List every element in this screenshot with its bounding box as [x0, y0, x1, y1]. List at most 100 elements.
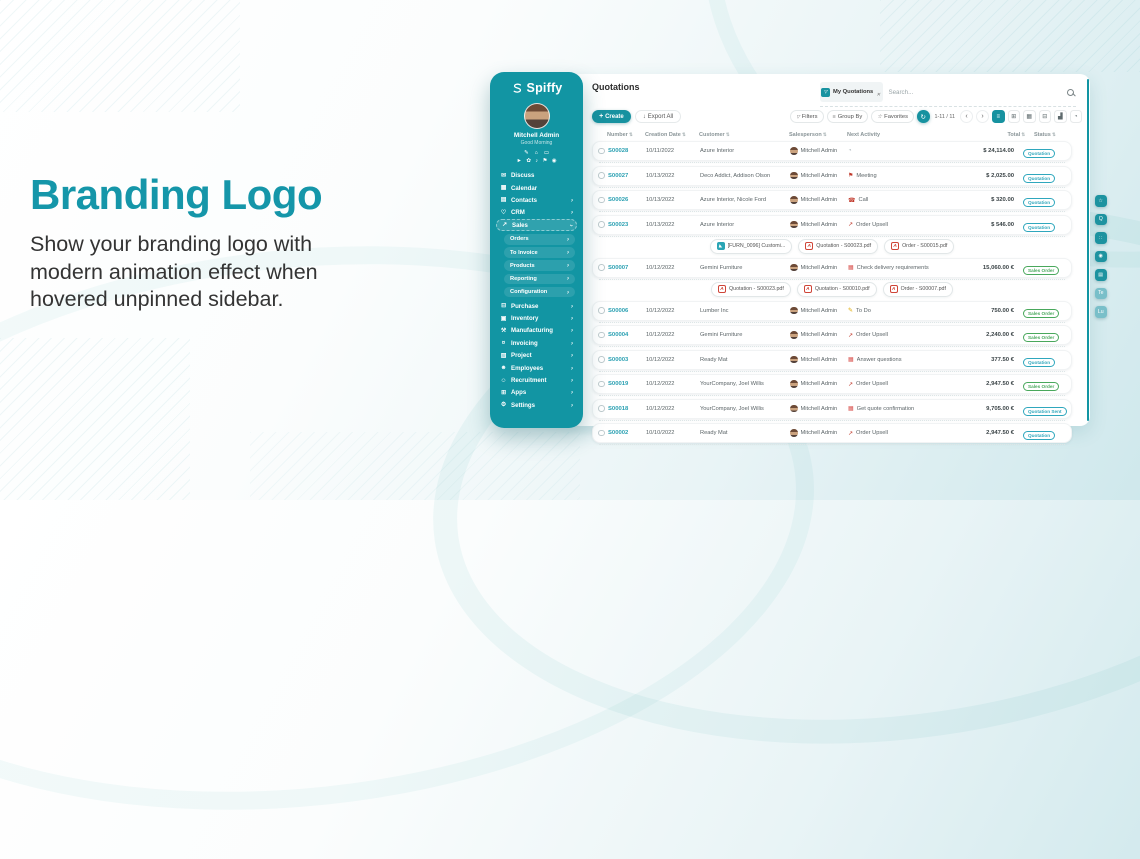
sidebar-subitem-products[interactable]: Products [504, 260, 575, 272]
group-by-button[interactable]: Group By [826, 110, 869, 123]
quotation-number[interactable]: S00006 [608, 307, 629, 314]
notes-icon[interactable]: ✎ [524, 150, 529, 156]
location-icon[interactable]: ◉ [551, 157, 557, 164]
home-icon[interactable]: ⌂ [534, 150, 538, 156]
column-header-salesperson[interactable]: Salesperson [789, 132, 845, 138]
kanban-view-button[interactable]: ⊞ [1007, 110, 1020, 123]
column-header-next-activity[interactable]: Next Activity [847, 131, 881, 138]
quotation-number[interactable]: S00023 [608, 221, 629, 228]
pivot-view-button[interactable]: ⊟ [1038, 110, 1051, 123]
table-row[interactable]: S00027 10/13/2022 Deco Addict, Addison Ols… [592, 165, 1072, 188]
next-activity-cell[interactable]: ↗ Order Upsell [848, 332, 976, 339]
attachment-chip[interactable]: Quotation - S00023.pdf [798, 238, 879, 254]
table-row[interactable]: S00023 10/13/2022 Azure Interior Mitchell A… [592, 214, 1072, 237]
refresh-button[interactable] [917, 110, 930, 123]
next-activity-cell[interactable]: ✎ To Do [848, 307, 976, 315]
sidebar-subitem-configuration[interactable]: Configuration [504, 286, 575, 298]
quotation-number[interactable]: S00018 [608, 405, 629, 412]
sidebar-item-employees[interactable]: ☻ Employees [496, 362, 577, 374]
list-view-button[interactable]: ≡ [992, 110, 1005, 123]
sidebar-item-settings[interactable]: ⚙ Settings [496, 399, 577, 411]
column-header-customer[interactable]: Customer [699, 132, 787, 138]
table-row[interactable]: S00003 10/12/2022 Ready Mat Mitchell Admin ▦… [592, 349, 1072, 372]
filter-chip-my-quotations[interactable]: My Quotations [820, 82, 884, 102]
row-checkbox[interactable] [598, 380, 605, 388]
sidebar-item-discuss[interactable]: ✉ Discuss [496, 170, 577, 182]
graph-view-button[interactable]: ▟ [1054, 110, 1067, 123]
column-header-total[interactable]: Total [977, 132, 1032, 138]
quotation-number[interactable]: S00019 [608, 381, 629, 387]
column-header-creation-date[interactable]: Creation Date [645, 132, 697, 138]
attachment-chip[interactable]: [FURN_0096] Customi... [709, 238, 793, 254]
table-row[interactable]: S00026 10/13/2022 Azure Interior, Nicole F… [592, 190, 1072, 213]
export-all-button[interactable]: Export All [634, 110, 682, 123]
table-row[interactable]: S00028 10/11/2022 Azure Interior Mitchell A… [592, 141, 1072, 164]
sidebar-item-inventory[interactable]: ▣ Inventory [496, 312, 577, 324]
sidebar-item-contacts[interactable]: ▤ Contacts [496, 194, 577, 206]
next-activity-cell[interactable]: ▦ Check delivery requirements [848, 264, 976, 272]
row-checkbox[interactable] [598, 356, 605, 363]
quotation-number[interactable]: S00002 [608, 430, 629, 436]
sidebar-item-invoicing[interactable]: ¤ Invoicing [496, 337, 577, 349]
row-checkbox[interactable] [598, 221, 605, 228]
row-checkbox[interactable] [598, 147, 605, 155]
table-row[interactable]: S00004 10/12/2022 Gemini Furniture Mitchell… [592, 325, 1072, 348]
row-checkbox[interactable] [598, 196, 605, 204]
palette-icon[interactable]: ✿ [526, 157, 531, 164]
star-shortcut-button[interactable]: ☆ [1095, 195, 1107, 207]
row-checkbox[interactable] [598, 307, 605, 314]
table-row[interactable]: S00006 10/12/2022 Lumber Inc Mitchell Admin… [592, 300, 1072, 323]
attachment-chip[interactable]: Quotation - S00023.pdf [711, 281, 791, 297]
sidebar-item-calendar[interactable]: ▦ Calendar [496, 182, 577, 194]
sidebar-item-manufacturing[interactable]: ⚒ Manufacturing [496, 325, 577, 337]
next-activity-cell[interactable]: ↗ Order Upsell [848, 221, 976, 229]
column-header-number[interactable]: Number [607, 132, 643, 138]
lu-shortcut-button[interactable]: Lu [1095, 306, 1107, 318]
next-activity-cell[interactable]: ↗ Order Upsell [848, 381, 976, 388]
flag-icon[interactable]: ⚑ [542, 157, 548, 164]
attachment-chip[interactable]: Quotation - S00010.pdf [796, 281, 877, 297]
sidebar-subitem-reporting[interactable]: Reporting [504, 273, 575, 285]
quotation-number[interactable]: S00027 [608, 172, 629, 179]
attachment-chip[interactable]: Order - S00007.pdf [882, 281, 953, 297]
notes-shortcut-button[interactable]: ▤ [1095, 269, 1107, 281]
search-bar[interactable]: My Quotations Search... [820, 80, 1076, 107]
row-checkbox[interactable] [598, 405, 605, 412]
sidebar-item-project[interactable]: ▧ Project [496, 350, 577, 362]
next-activity-cell[interactable]: ☎ Call [848, 197, 976, 204]
row-checkbox[interactable] [598, 429, 605, 437]
music-icon[interactable]: ♪ [535, 157, 538, 164]
zoom-shortcut-button[interactable]: ◉ [1095, 250, 1107, 262]
calendar-view-button[interactable]: ▦ [1023, 110, 1036, 123]
row-checkbox[interactable] [598, 264, 605, 271]
quotation-number[interactable]: S00003 [608, 356, 629, 363]
table-row[interactable]: S00007 10/12/2022 Gemini Furniture Mitchell… [592, 257, 1072, 280]
sidebar-item-apps[interactable]: ⊞ Apps [496, 387, 577, 399]
user-avatar[interactable] [523, 103, 550, 129]
filters-button[interactable]: Filters [790, 110, 824, 123]
next-activity-cell[interactable]: ⚑ Meeting [848, 172, 976, 180]
quotation-number[interactable]: S00004 [608, 332, 629, 338]
next-page-button[interactable] [976, 110, 989, 123]
sidebar-subitem-orders[interactable]: Orders [504, 234, 575, 245]
next-activity-cell[interactable]: ▦ Answer questions [848, 356, 976, 364]
quotation-number[interactable]: S00007 [608, 264, 629, 271]
sidebar-item-purchase[interactable]: ⊟ Purchase [496, 300, 577, 312]
vehicle-icon[interactable]: ► [516, 157, 522, 164]
search-placeholder[interactable]: Search... [888, 88, 914, 96]
create-button[interactable]: Create [592, 110, 631, 123]
quotation-number[interactable]: S00028 [608, 148, 629, 154]
table-row[interactable]: S00018 10/12/2022 YourCompany, Joel Willis… [592, 398, 1072, 421]
next-activity-cell[interactable]: ▦ Get quote confirmation [848, 405, 976, 413]
row-checkbox[interactable] [598, 331, 605, 339]
sidebar-item-sales[interactable]: ↗ Sales [496, 219, 577, 232]
table-row[interactable]: S00019 10/12/2022 YourCompany, Joel Willis… [592, 374, 1072, 397]
search-icon[interactable] [1067, 88, 1074, 96]
monitor-icon[interactable]: ▭ [543, 150, 549, 156]
favorites-button[interactable]: Favorites [871, 110, 915, 123]
activity-view-button[interactable]: ◔ [1069, 110, 1082, 123]
next-activity-cell[interactable]: ◔ [848, 148, 976, 154]
previous-page-button[interactable] [960, 110, 973, 123]
apps-shortcut-button[interactable]: ∷ [1095, 232, 1107, 244]
close-icon[interactable] [876, 83, 880, 101]
